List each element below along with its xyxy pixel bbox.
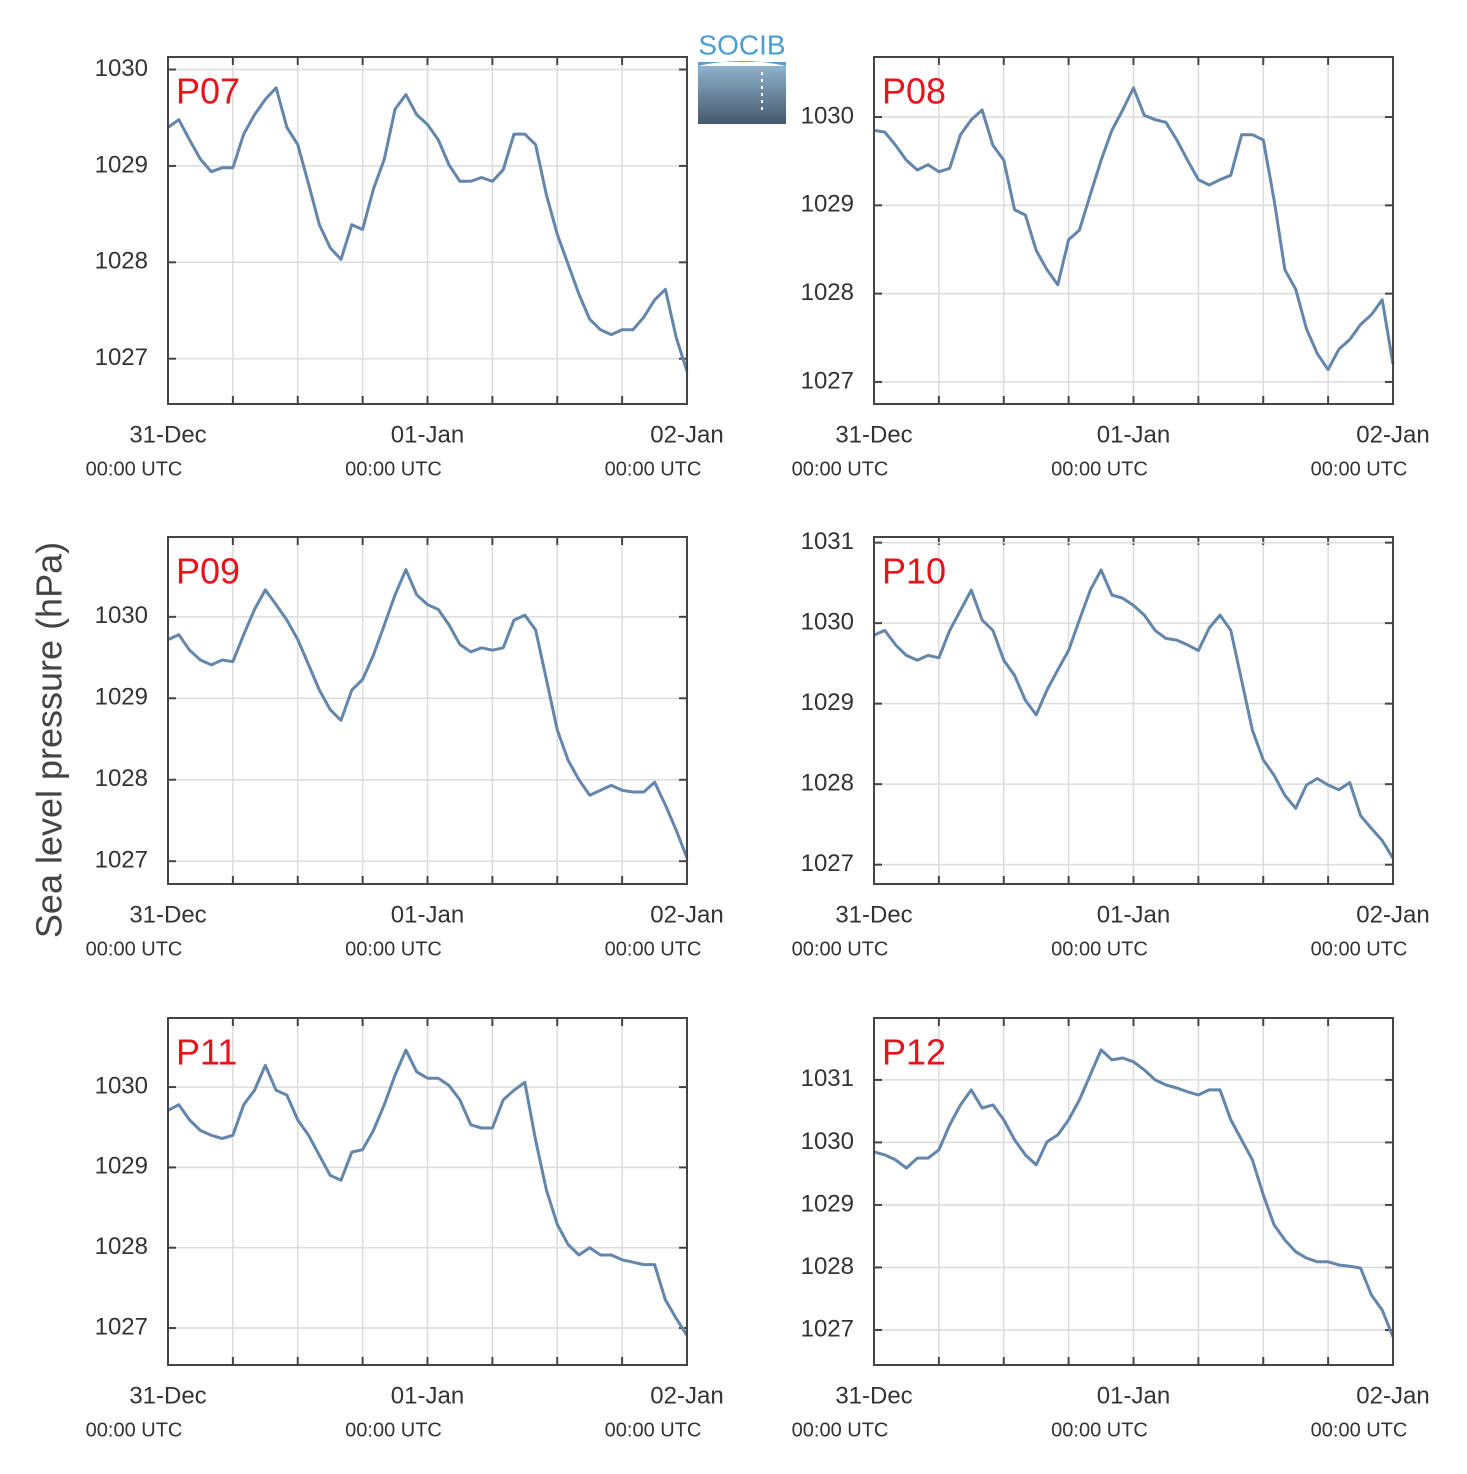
x-tick-sublabel: 00:00 UTC [345,1419,442,1441]
x-tick-sublabel: 00:00 UTC [1051,1419,1148,1441]
plot-frame [873,56,1394,405]
x-tick-label: 31-Dec [835,901,912,928]
x-tick-sublabel: 00:00 UTC [86,1419,183,1441]
x-tick-sublabel: 00:00 UTC [792,458,889,480]
plot-frame [167,536,688,885]
y-tick-label: 1027 [95,847,148,874]
x-tick-label: 31-Dec [835,1382,912,1409]
y-tick-label: 1027 [801,367,854,394]
x-tick-sublabel: 00:00 UTC [1051,458,1148,480]
x-tick-sublabel: 00:00 UTC [345,458,442,480]
data-line [873,86,1395,372]
y-tick-label: 1029 [801,1190,854,1217]
y-tick-label: 1029 [95,1153,148,1180]
y-tick-label: 1031 [801,528,854,555]
x-tick-sublabel: 00:00 UTC [792,1419,889,1441]
data-line [167,568,689,859]
y-axis-label: Sea level pressure (hPa) [29,542,70,938]
x-tick-label: 31-Dec [129,421,206,448]
x-tick-label: 01-Jan [391,421,464,448]
plot-frame [167,1017,688,1366]
x-tick-label: 02-Jan [650,901,723,928]
x-tick-label: 01-Jan [1097,1382,1170,1409]
x-tick-sublabel: 00:00 UTC [605,458,702,480]
x-tick-sublabel: 00:00 UTC [1311,1419,1408,1441]
panel-title: P07 [176,71,240,112]
data-line [167,86,689,372]
y-tick-label: 1030 [801,102,854,129]
y-tick-label: 1028 [801,1253,854,1280]
panel-title: P12 [882,1032,946,1073]
panel-title: P10 [882,551,946,592]
x-tick-label: 02-Jan [1356,901,1429,928]
x-tick-label: 02-Jan [650,1382,723,1409]
y-tick-label: 1030 [801,1128,854,1155]
y-tick-label: 1028 [95,1233,148,1260]
y-tick-label: 1027 [95,1313,148,1340]
x-tick-label: 31-Dec [129,901,206,928]
logo-mark [698,66,786,124]
x-tick-sublabel: 00:00 UTC [86,458,183,480]
y-tick-label: 1029 [95,151,148,178]
data-line [873,568,1395,859]
y-tick-label: 1028 [801,279,854,306]
data-line [167,1048,689,1337]
y-tick-label: 1028 [95,248,148,275]
panel-title: P11 [176,1032,237,1073]
panel-title: P08 [882,71,946,112]
x-tick-sublabel: 00:00 UTC [1311,458,1408,480]
x-tick-sublabel: 00:00 UTC [1051,938,1148,960]
y-tick-label: 1030 [95,602,148,629]
logo-wave [698,61,786,66]
plot-frame [873,1017,1394,1366]
y-tick-label: 1030 [95,1072,148,1099]
x-tick-label: 02-Jan [1356,1382,1429,1409]
x-tick-sublabel: 00:00 UTC [86,938,183,960]
y-tick-label: 1030 [801,608,854,635]
y-tick-label: 1029 [95,684,148,711]
y-tick-label: 1030 [95,55,148,82]
x-tick-label: 01-Jan [1097,421,1170,448]
y-tick-label: 1027 [95,344,148,371]
plot-frame [873,536,1394,885]
x-tick-label: 02-Jan [650,421,723,448]
x-tick-label: 01-Jan [391,1382,464,1409]
plot-frame [167,56,688,405]
panel-title: P09 [176,551,240,592]
x-tick-sublabel: 00:00 UTC [345,938,442,960]
y-tick-label: 1029 [801,689,854,716]
data-line [873,1048,1395,1338]
x-tick-label: 01-Jan [1097,901,1170,928]
x-tick-sublabel: 00:00 UTC [605,1419,702,1441]
x-tick-label: 02-Jan [1356,421,1429,448]
x-tick-sublabel: 00:00 UTC [1311,938,1408,960]
x-tick-sublabel: 00:00 UTC [792,938,889,960]
y-tick-label: 1027 [801,1315,854,1342]
x-tick-label: 31-Dec [835,421,912,448]
y-tick-label: 1031 [801,1065,854,1092]
y-tick-label: 1028 [95,765,148,792]
x-tick-sublabel: 00:00 UTC [605,938,702,960]
y-tick-label: 1029 [801,191,854,218]
x-tick-label: 31-Dec [129,1382,206,1409]
logo-text: SOCIB [698,29,785,60]
x-tick-label: 01-Jan [391,901,464,928]
logo: SOCIB [698,29,786,124]
y-tick-label: 1027 [801,850,854,877]
y-tick-label: 1028 [801,770,854,797]
